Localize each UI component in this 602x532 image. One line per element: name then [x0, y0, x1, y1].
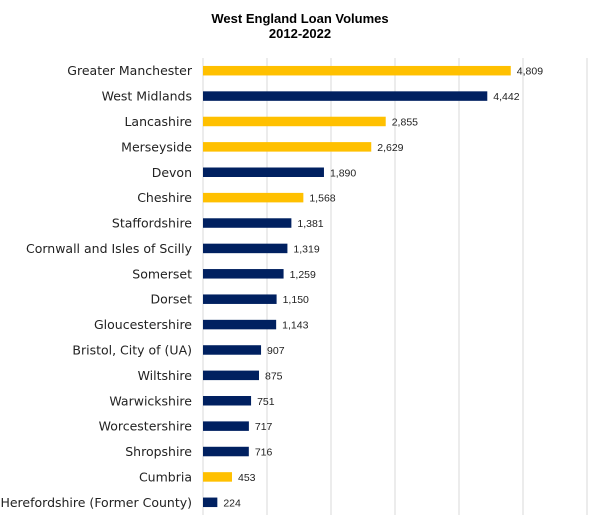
category-label: Herefordshire (Former County) — [0, 495, 192, 510]
data-label: 224 — [223, 497, 241, 509]
data-label: 751 — [257, 396, 275, 408]
data-label: 907 — [267, 345, 285, 357]
category-label: Greater Manchester — [67, 63, 193, 78]
category-label: Cornwall and Isles of Scilly — [26, 241, 193, 256]
bar — [203, 243, 288, 254]
bar — [203, 446, 249, 457]
bar — [203, 472, 232, 482]
data-label: 1,143 — [282, 320, 308, 332]
bar — [203, 497, 218, 508]
bar — [203, 396, 252, 406]
category-label: Dorset — [150, 292, 192, 307]
data-label: 4,809 — [517, 66, 543, 78]
bar — [203, 65, 511, 76]
data-label: 1,381 — [297, 218, 323, 230]
data-label: 4,442 — [493, 91, 519, 103]
data-label: 2,629 — [377, 142, 403, 154]
category-label: Merseyside — [121, 139, 192, 154]
bar — [203, 319, 277, 330]
bar — [203, 218, 292, 228]
data-label: 453 — [238, 472, 256, 484]
data-label: 1,568 — [309, 193, 335, 205]
data-label: 875 — [265, 370, 283, 382]
category-label: Devon — [152, 165, 192, 180]
bars: Greater Manchester 4,809 West Midlands 4,44… — [0, 63, 543, 510]
bar — [203, 167, 324, 177]
category-label: Warwickshire — [109, 393, 192, 408]
category-label: Gloucestershire — [94, 317, 192, 332]
category-label: Shropshire — [125, 444, 192, 459]
category-label: Staffordshire — [112, 216, 192, 231]
data-label: 1,259 — [290, 269, 316, 281]
bar — [203, 421, 249, 431]
bar — [203, 294, 277, 304]
category-label: Cheshire — [137, 190, 192, 205]
category-label: Lancashire — [124, 114, 192, 129]
chart-subtitle: 2012-2022 — [269, 26, 331, 41]
category-label: Somerset — [132, 266, 192, 281]
data-label: 717 — [255, 421, 273, 433]
bar — [203, 345, 262, 355]
category-label: Wiltshire — [138, 368, 193, 383]
bar — [203, 192, 304, 203]
data-label: 1,890 — [330, 167, 356, 179]
category-label: West Midlands — [102, 89, 192, 104]
category-label: Cumbria — [139, 469, 192, 484]
chart-title: West England Loan Volumes — [211, 11, 388, 26]
data-label: 1,319 — [293, 243, 319, 255]
category-label: Worcestershire — [99, 419, 193, 434]
gridlines — [202, 58, 588, 515]
category-label: Bristol, City of (UA) — [72, 342, 192, 357]
data-label: 1,150 — [283, 294, 309, 306]
bar — [203, 370, 259, 381]
bar — [203, 91, 488, 101]
data-label: 716 — [255, 447, 273, 459]
data-label: 2,855 — [392, 116, 418, 128]
bar — [203, 142, 372, 152]
bar — [203, 269, 284, 279]
bar — [203, 116, 386, 127]
